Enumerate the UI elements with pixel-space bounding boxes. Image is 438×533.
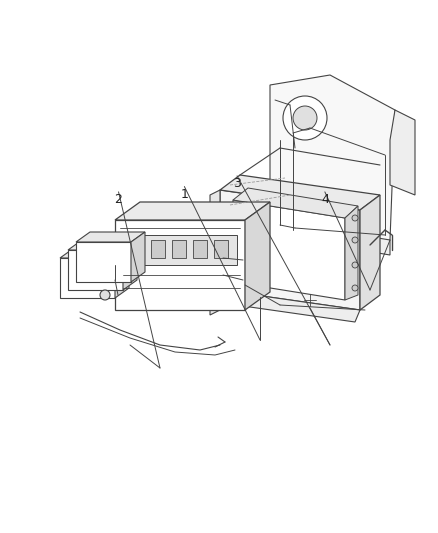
- Polygon shape: [76, 242, 131, 282]
- Polygon shape: [269, 75, 394, 260]
- Polygon shape: [233, 200, 344, 300]
- Text: 3: 3: [233, 177, 240, 190]
- Polygon shape: [193, 240, 207, 258]
- Circle shape: [351, 215, 357, 221]
- Circle shape: [301, 292, 317, 308]
- Polygon shape: [76, 232, 145, 242]
- Circle shape: [100, 290, 110, 300]
- Polygon shape: [209, 190, 219, 315]
- Circle shape: [292, 106, 316, 130]
- Polygon shape: [244, 202, 269, 310]
- Polygon shape: [60, 258, 115, 298]
- Circle shape: [305, 296, 313, 304]
- Polygon shape: [130, 240, 144, 258]
- Text: 4: 4: [320, 193, 328, 206]
- Circle shape: [351, 262, 357, 268]
- Polygon shape: [213, 240, 227, 258]
- Polygon shape: [359, 195, 379, 310]
- Polygon shape: [115, 248, 129, 298]
- Polygon shape: [68, 250, 123, 290]
- Polygon shape: [344, 206, 357, 300]
- Circle shape: [283, 96, 326, 140]
- Polygon shape: [389, 110, 414, 195]
- Polygon shape: [269, 220, 389, 255]
- Polygon shape: [233, 188, 357, 218]
- Polygon shape: [115, 220, 244, 310]
- Polygon shape: [215, 290, 359, 322]
- Text: 2: 2: [114, 193, 122, 206]
- Polygon shape: [219, 175, 379, 210]
- Polygon shape: [115, 202, 269, 220]
- Polygon shape: [125, 235, 237, 265]
- Polygon shape: [131, 232, 145, 282]
- Polygon shape: [172, 240, 186, 258]
- Polygon shape: [123, 240, 137, 290]
- Polygon shape: [60, 248, 129, 258]
- Circle shape: [351, 237, 357, 243]
- Text: 1: 1: [180, 188, 188, 201]
- Polygon shape: [219, 190, 359, 310]
- Circle shape: [351, 285, 357, 291]
- Polygon shape: [151, 240, 165, 258]
- Polygon shape: [68, 240, 137, 250]
